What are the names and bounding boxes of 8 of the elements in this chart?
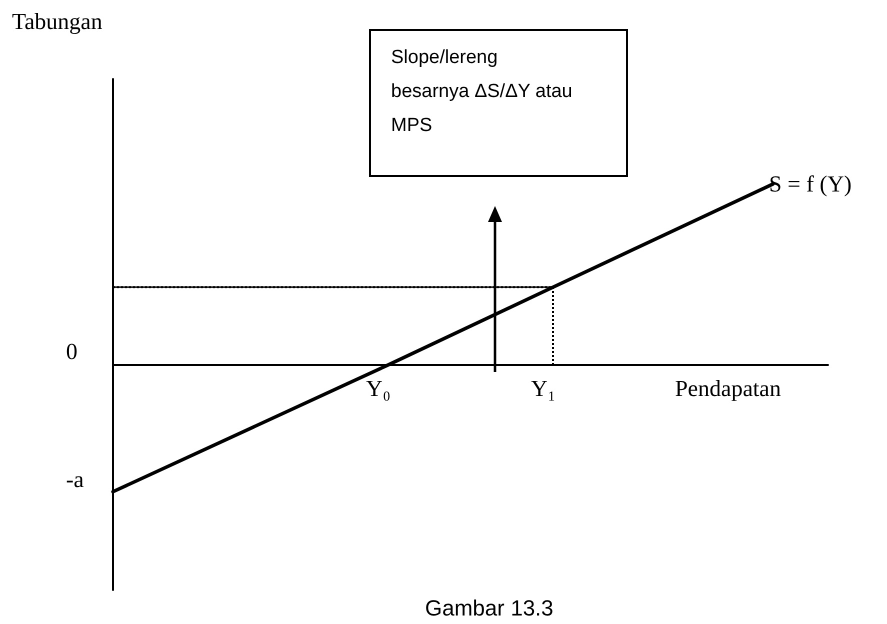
x-tick-label: Y₀ — [366, 376, 391, 401]
text: -a — [66, 467, 84, 492]
text-box: Slope/lereng besarnya ΔS/ΔY atau MPS — [369, 29, 628, 177]
text: Gambar 13.3 — [425, 596, 554, 620]
text: 0 — [66, 339, 78, 364]
text: Tabungan — [12, 9, 103, 34]
x-tick-label: Y₁ — [531, 376, 556, 401]
x-axis-title: Pendapatan — [675, 376, 782, 401]
